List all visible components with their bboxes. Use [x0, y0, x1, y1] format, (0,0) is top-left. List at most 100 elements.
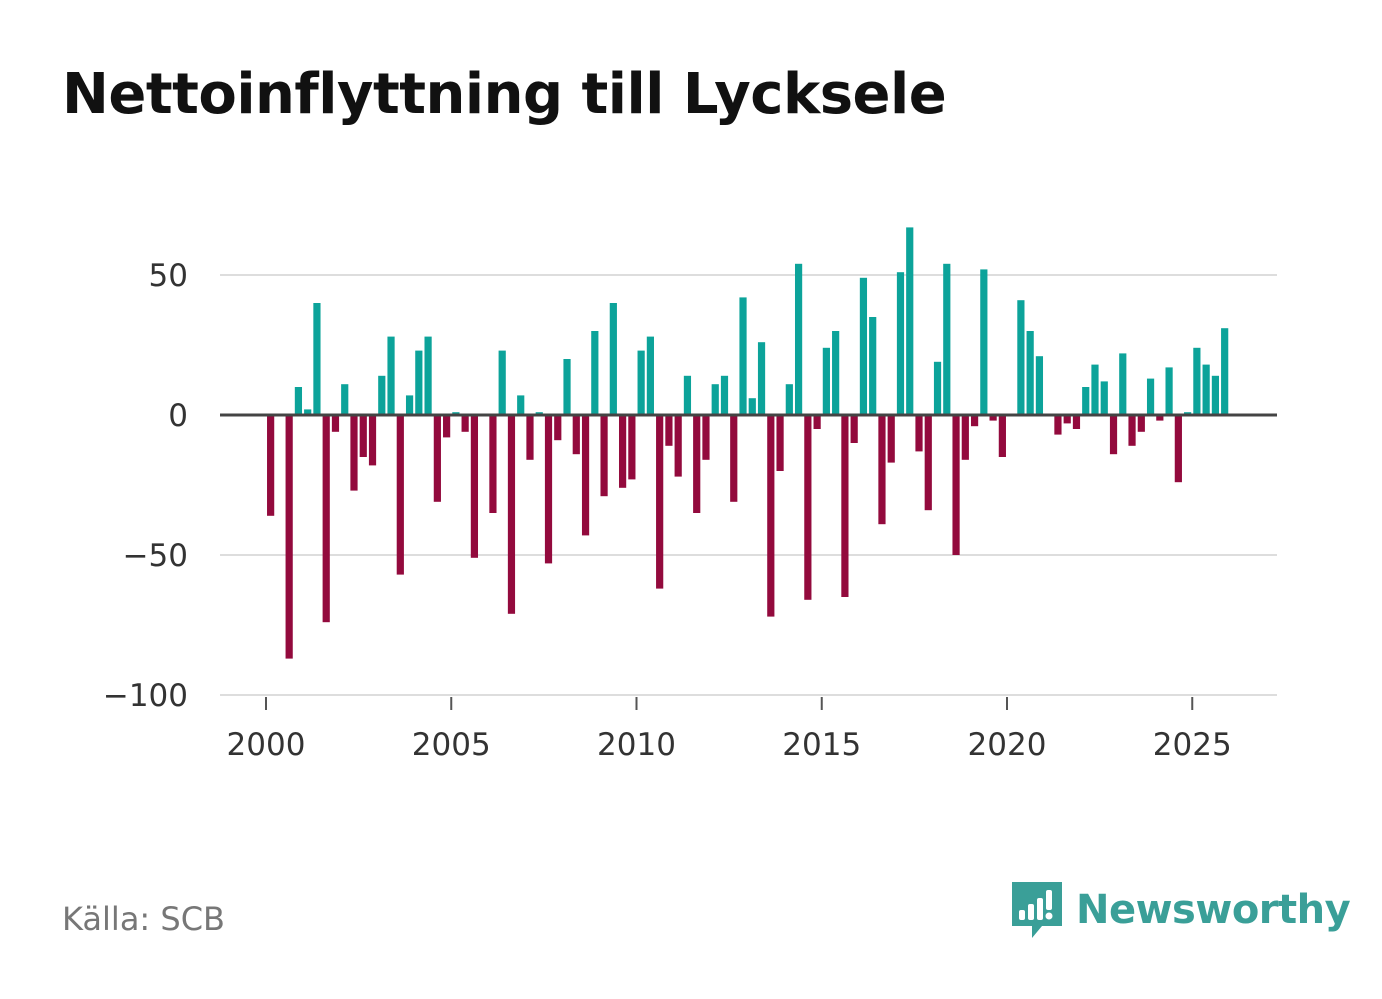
bar: [702, 415, 710, 460]
chart-title: Nettoinflyttning till Lycksele: [62, 62, 947, 127]
brand-logo[interactable]: Newsworthy: [1010, 880, 1351, 940]
bar: [600, 415, 608, 497]
bar: [609, 303, 617, 415]
bar: [1165, 367, 1173, 415]
bar: [646, 336, 654, 415]
bar: [294, 387, 303, 415]
bar: [924, 415, 932, 511]
x-tick-label: 2005: [412, 727, 491, 763]
bar: [813, 415, 821, 429]
bar: [619, 415, 627, 488]
bar: [405, 395, 414, 415]
bars: [267, 227, 1229, 659]
bar: [526, 415, 534, 460]
newsworthy-logo-icon: [1012, 882, 1062, 938]
bar: [396, 415, 404, 575]
bar: [748, 398, 756, 415]
bar: [461, 415, 469, 432]
y-axis: 50 0 −50 −100: [103, 258, 188, 714]
bar: [433, 415, 441, 502]
bar: [368, 415, 377, 466]
bar: [1063, 415, 1071, 424]
bar: [285, 415, 293, 659]
x-tick-label: 2000: [227, 727, 306, 763]
bar: [1100, 381, 1108, 415]
bar: [517, 395, 525, 415]
bar: [804, 415, 812, 600]
bar: [628, 415, 636, 480]
bar: [961, 415, 969, 460]
bar: [785, 384, 793, 415]
bar: [850, 415, 858, 443]
bar: [943, 263, 951, 415]
bar: [832, 331, 840, 415]
bar: [304, 409, 312, 415]
bar: [572, 415, 580, 455]
y-tick-label: 50: [149, 258, 188, 294]
bar: [591, 331, 599, 415]
bar: [970, 415, 979, 427]
bar: [869, 317, 877, 415]
bar: [637, 350, 645, 415]
bar: [1091, 364, 1099, 415]
bar: [665, 415, 673, 446]
bar: [1054, 415, 1062, 435]
bar: [1128, 415, 1136, 446]
bar: [952, 415, 960, 555]
bar: [341, 384, 349, 415]
bar: [554, 415, 562, 441]
bar: [1017, 300, 1025, 415]
bar: [322, 415, 330, 623]
bar: [1211, 375, 1220, 415]
bar: [915, 415, 923, 452]
bar: [331, 415, 340, 432]
bar: [387, 336, 395, 415]
bar: [359, 415, 367, 457]
bar: [1072, 415, 1081, 429]
bar: [507, 415, 516, 614]
x-tick-label: 2020: [968, 727, 1047, 763]
bar: [1119, 353, 1127, 415]
bar: [267, 415, 275, 516]
bar: [906, 227, 914, 415]
bar: [739, 297, 747, 415]
bar: [1035, 356, 1044, 415]
bar: [711, 384, 719, 415]
bar: [878, 415, 886, 525]
bar: [581, 415, 590, 536]
bar: [563, 359, 571, 415]
bar: [1082, 387, 1090, 415]
bar: [350, 415, 358, 491]
bar: [859, 277, 868, 415]
bar: [1202, 364, 1210, 415]
source-label: Källa: SCB: [62, 900, 225, 938]
bar: [887, 415, 895, 463]
bar: [1137, 415, 1145, 432]
bar: [498, 350, 506, 415]
bar: [933, 361, 942, 415]
bar: [757, 342, 766, 415]
bar: [896, 272, 905, 415]
bar: [1174, 415, 1182, 483]
x-axis: 2000 2005 2010 2015 2020 2025: [227, 697, 1232, 763]
bar: [415, 350, 423, 415]
bar: [656, 415, 664, 589]
bar: [1109, 415, 1118, 455]
x-tick-label: 2025: [1153, 727, 1232, 763]
bar: [313, 303, 321, 415]
bar: [1221, 328, 1229, 415]
bar: [841, 415, 849, 597]
x-tick-label: 2010: [597, 727, 676, 763]
bar: [1156, 415, 1164, 421]
bar: [989, 415, 997, 421]
bar: [794, 263, 803, 415]
brand-name: Newsworthy: [1076, 887, 1351, 933]
y-tick-label: −50: [123, 538, 188, 574]
bar: [1193, 347, 1201, 415]
bar: [822, 347, 830, 415]
y-tick-label: −100: [103, 678, 188, 714]
bar: [720, 375, 729, 415]
bar: [683, 375, 692, 415]
bar: [998, 415, 1006, 457]
